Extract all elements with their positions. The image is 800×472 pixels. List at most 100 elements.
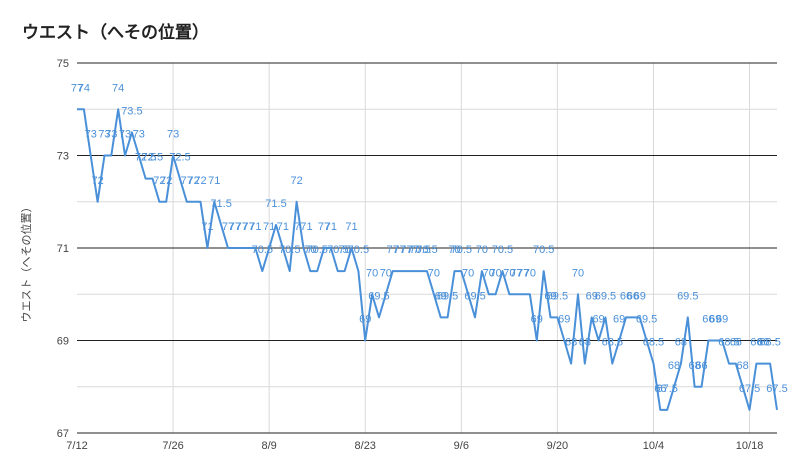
axis-layer: 7/12 7/26 8/9 8/23 9/6 9/20 10/4 10/18676971737… [57, 58, 764, 452]
data-label: 77 [393, 244, 405, 256]
data-label: 74 [112, 82, 124, 94]
data-label: 77 [517, 267, 529, 279]
data-label: 69 [544, 290, 556, 302]
data-label: 67.5 [739, 383, 760, 395]
data-label-layer: 777473727373747373.57372.572.572727372.5… [71, 82, 788, 395]
data-label: 771 [294, 221, 312, 233]
data-label: 70 [448, 244, 460, 256]
data-label: 66 [730, 337, 742, 349]
data-label: 77 [510, 267, 522, 279]
data-label: 77 [229, 221, 241, 233]
data-label: 71 [201, 221, 213, 233]
data-label: 77 [407, 244, 419, 256]
data-label: 73 [98, 129, 110, 141]
data-label: 77 [400, 244, 412, 256]
data-label: 70 [428, 267, 440, 279]
y-tick-label: 69 [57, 336, 69, 348]
data-label: 69 [359, 314, 371, 326]
data-label: 69.5 [368, 290, 389, 302]
data-label: 69.5 [677, 290, 698, 302]
y-axis-title: ウエスト（へその位置） [19, 202, 33, 323]
data-label: 66 [627, 290, 639, 302]
data-label: 69 [586, 290, 598, 302]
data-label: 77 [242, 221, 254, 233]
data-label: 72 [188, 175, 200, 187]
data-label: 70.5 [279, 244, 300, 256]
data-label: 72 [160, 175, 172, 187]
data-label: 68.5 [718, 337, 739, 349]
data-label: 73 [133, 129, 145, 141]
data-label: 66 [695, 360, 707, 372]
x-tick-label: 9/20 [547, 440, 568, 452]
data-label: 68 [675, 337, 687, 349]
data-label: 72 [194, 175, 206, 187]
data-label: 77 [236, 221, 248, 233]
data-label: 73 [119, 129, 131, 141]
data-label: 70.5 [416, 244, 437, 256]
data-label: 70.5 [327, 244, 348, 256]
y-tick-label: 73 [57, 151, 69, 163]
data-label: 67.5 [656, 383, 677, 395]
x-tick-label: 8/23 [355, 440, 376, 452]
data-label: 69.5 [437, 290, 458, 302]
data-label: 72.5 [135, 152, 156, 164]
data-label: 69 [634, 290, 646, 302]
grid-layer [77, 62, 777, 434]
data-label: 69.5 [636, 314, 657, 326]
data-label: 77 [222, 221, 234, 233]
data-label: 70.5 [409, 244, 430, 256]
data-label: 69 [531, 314, 543, 326]
data-label: 68 [689, 360, 701, 372]
data-label: 70 [462, 267, 474, 279]
y-tick-label: 71 [57, 243, 69, 255]
data-label: 70 [366, 267, 378, 279]
x-tick-label: 9/6 [454, 440, 469, 452]
data-label: 72 [153, 175, 165, 187]
data-label: 69 [592, 314, 604, 326]
data-label: 69 [709, 314, 721, 326]
data-label: 70.5 [252, 244, 273, 256]
data-label: 69 [558, 314, 570, 326]
data-label: 74 [78, 82, 90, 94]
y-tick-label: 75 [57, 58, 69, 70]
x-tick-label: 10/18 [736, 440, 764, 452]
data-label: 69.5 [464, 290, 485, 302]
data-label: 66 [702, 314, 714, 326]
data-label: 70 [524, 267, 536, 279]
data-label: 68.5 [602, 337, 623, 349]
data-label: 73 [85, 129, 97, 141]
data-label: 66 [654, 383, 666, 395]
data-label: 66 [750, 337, 762, 349]
data-label: 70.5 [348, 244, 369, 256]
data-label: 71 [277, 221, 289, 233]
data-label: 71 [249, 221, 261, 233]
data-label: 70.5 [451, 244, 472, 256]
data-label: 69.5 [595, 290, 616, 302]
data-label: 66 [620, 290, 632, 302]
data-label: 70 [380, 267, 392, 279]
data-label: 70 [339, 244, 351, 256]
data-label: 68 [737, 360, 749, 372]
data-label: 69 [435, 290, 447, 302]
data-label: 68.5 [759, 337, 780, 349]
x-tick-label: 8/9 [262, 440, 277, 452]
data-label: 70.5 [533, 244, 554, 256]
data-label: 77 [71, 82, 83, 94]
data-label: 68.5 [643, 337, 664, 349]
data-label: 71 [325, 221, 337, 233]
data-label: 70.5 [306, 244, 327, 256]
data-label: 77 [318, 221, 330, 233]
x-tick-label: 7/12 [66, 440, 87, 452]
data-label: 66 [757, 337, 769, 349]
x-tick-label: 7/26 [162, 440, 183, 452]
data-label: 73 [105, 129, 117, 141]
data-label: 69.5 [547, 290, 568, 302]
series-line [77, 108, 778, 411]
data-label: 68 [565, 337, 577, 349]
data-label: 70 [490, 267, 502, 279]
data-label: 71.5 [210, 198, 231, 210]
data-label: 73 [167, 129, 179, 141]
x-tick-label: 10/4 [643, 440, 664, 452]
data-label: 72.5 [142, 152, 163, 164]
